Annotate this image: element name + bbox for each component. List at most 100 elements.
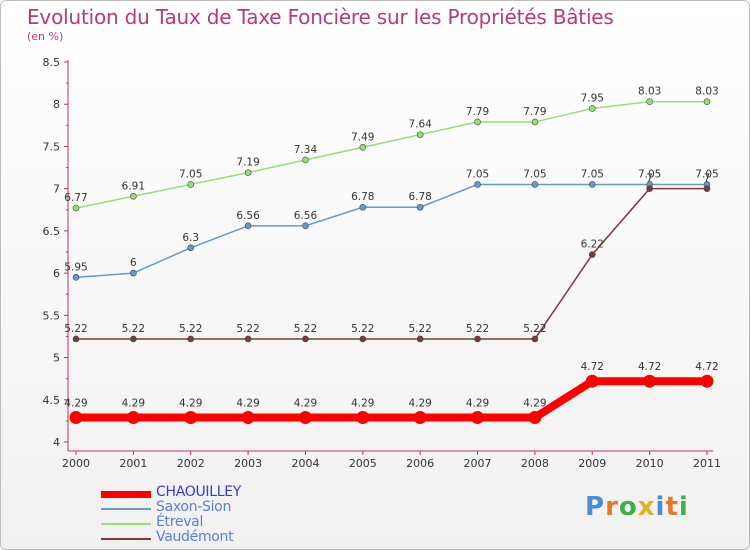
data-label: 7.19: [236, 157, 259, 169]
data-label: 5.22: [236, 323, 259, 335]
data-label: 8.03: [638, 86, 661, 98]
logo-letter: o: [618, 492, 638, 522]
data-label: 6.56: [236, 210, 260, 222]
y-tick-label: 4.5: [43, 394, 61, 407]
data-label: 6: [130, 257, 137, 269]
data-label: 4.29: [179, 398, 202, 410]
data-label: 4.29: [408, 398, 431, 410]
series-line-chaouilley: [72, 377, 711, 422]
legend-label: Vaudémont: [156, 529, 234, 545]
data-point: [130, 192, 137, 200]
data-label: 4.72: [581, 361, 604, 373]
y-tick-label: 8.5: [43, 56, 61, 69]
series-line-vaudémont: [75, 187, 708, 340]
y-tick-label: 6: [53, 267, 60, 280]
data-label: 4.29: [122, 398, 145, 410]
chart-title: Evolution du Taux de Taxe Foncière sur l…: [27, 5, 614, 29]
logo-letter: t: [665, 492, 679, 522]
logo-letter: i: [678, 492, 689, 522]
data-point: [700, 374, 714, 388]
data-label: 7.79: [523, 106, 546, 118]
data-point: [72, 274, 80, 281]
x-tick-label: 2005: [349, 457, 377, 470]
legend-swatch: [101, 523, 151, 525]
data-point: [244, 335, 252, 343]
data-label: 7.05: [638, 168, 661, 180]
proxiti-logo: Proxiti: [585, 492, 689, 522]
data-point: [531, 335, 539, 343]
series-line-saxon-sion: [75, 183, 708, 279]
data-label: 5.22: [408, 323, 431, 335]
legend-swatch: [101, 490, 151, 498]
data-point: [302, 335, 309, 343]
data-label: 4.29: [294, 398, 317, 410]
series-line-étreval: [75, 100, 708, 209]
data-point: [298, 411, 312, 425]
data-point: [471, 411, 485, 425]
x-tick-label: 2002: [177, 457, 205, 470]
data-label: 6.56: [294, 210, 318, 222]
data-label: 6.78: [408, 191, 431, 203]
legend-label: Étreval: [156, 514, 204, 530]
data-point: [72, 204, 80, 212]
data-label: 5.22: [179, 323, 202, 335]
data-label: 6.91: [122, 180, 145, 192]
y-axis-unit: (en %): [27, 30, 64, 43]
data-label: 7.05: [179, 168, 202, 180]
data-label: 7.79: [466, 106, 489, 118]
data-point: [413, 411, 427, 425]
logo-letter: P: [585, 492, 606, 522]
data-label: 7: [704, 173, 711, 185]
logo-letter: r: [605, 492, 619, 522]
data-label: 4.29: [351, 398, 374, 410]
logo-letter: x: [637, 492, 656, 522]
data-label: 7.05: [695, 168, 718, 180]
data-label: 7: [646, 173, 653, 185]
data-label: 4.72: [638, 361, 661, 373]
data-point: [531, 118, 539, 126]
data-point: [643, 374, 657, 388]
data-point: [416, 131, 424, 138]
y-tick-label: 5: [53, 352, 60, 365]
y-tick-label: 7: [53, 183, 60, 196]
data-label: 4.29: [466, 398, 489, 410]
data-point: [646, 185, 653, 192]
axes: 4 4.5 5 5.5 6 6.5 7 7.5 8 8.5 2000 2001 2002 2003 2004…: [43, 56, 722, 470]
data-point: [72, 335, 80, 343]
data-point: [187, 181, 195, 188]
x-tick-label: 2001: [119, 457, 147, 470]
data-label: 7.05: [581, 168, 604, 180]
data-point: [126, 411, 140, 425]
x-tick-label: 2007: [464, 457, 492, 470]
data-label: 4.72: [695, 361, 718, 373]
data-point: [588, 251, 596, 258]
data-point: [187, 335, 195, 343]
data-point: [184, 411, 198, 425]
legend-swatch: [101, 538, 151, 540]
x-tick-label: 2009: [578, 457, 606, 470]
data-point: [474, 181, 481, 188]
data-point: [130, 335, 137, 343]
data-label: 4.29: [236, 398, 259, 410]
data-label: 6.22: [581, 239, 604, 251]
data-point: [244, 222, 252, 230]
data-point: [585, 374, 599, 388]
data-point: [703, 185, 711, 192]
data-point: [356, 411, 370, 425]
x-tick-label: 2004: [291, 457, 319, 470]
data-label: 6.78: [351, 191, 374, 203]
data-point: [187, 244, 195, 252]
data-point: [359, 335, 367, 343]
data-label: 6.77: [64, 192, 87, 204]
data-point: [359, 203, 367, 211]
data-label: 7.34: [294, 144, 318, 156]
data-label: 7.49: [351, 131, 374, 143]
data-point: [359, 143, 367, 151]
y-tick-label: 4: [53, 436, 60, 449]
series-layer: [69, 98, 714, 425]
x-tick-label: 2011: [693, 457, 721, 470]
data-label: 5.95: [64, 261, 87, 273]
data-label: 5.22: [523, 323, 546, 335]
logo-letter: i: [655, 492, 666, 522]
